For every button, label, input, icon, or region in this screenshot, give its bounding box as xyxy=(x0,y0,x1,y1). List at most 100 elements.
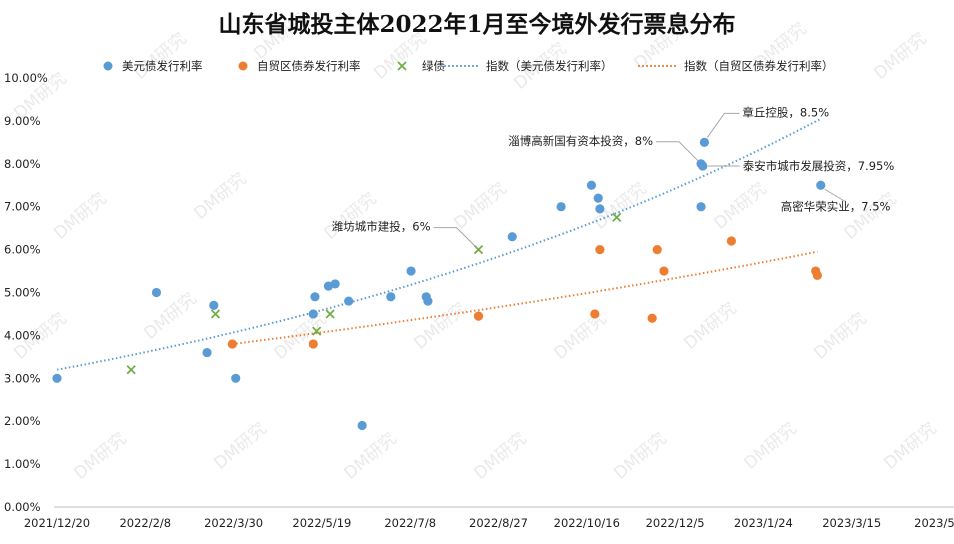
data-point-ftz-bond xyxy=(726,236,737,246)
watermark-text: DM研究 xyxy=(50,189,110,244)
data-point-green-bond xyxy=(473,244,484,255)
annotation-label: 潍坊城市建投，6% xyxy=(332,220,431,234)
data-points xyxy=(52,137,826,431)
annotation-label: 高密华荣实业，7.5% xyxy=(781,199,891,213)
data-point-usd-bond xyxy=(699,137,710,147)
data-point-usd-bond xyxy=(209,300,219,310)
data-point-ftz-bond xyxy=(308,339,318,349)
legend-marker xyxy=(397,61,407,71)
data-point-usd-bond xyxy=(202,347,212,358)
y-tick-label: 5.00% xyxy=(4,286,41,300)
data-point-usd-bond xyxy=(357,420,367,431)
x-tick-label: 2022/12/5 xyxy=(646,516,705,530)
legend-label: 指数（自贸区债券发行利率） xyxy=(684,59,834,73)
y-tick-label: 9.00% xyxy=(4,114,41,128)
watermark-text: DM研究 xyxy=(880,419,940,474)
annotation-leader xyxy=(824,188,846,202)
data-point-ftz-bond xyxy=(812,270,822,280)
watermark-text: DM研究 xyxy=(550,309,610,364)
legend-marker xyxy=(238,61,248,71)
data-point-usd-bond xyxy=(330,279,340,289)
data-point-usd-bond xyxy=(344,296,354,306)
annotation-label: 淄博高新国有资本投资，8% xyxy=(508,134,653,148)
watermark-text: DM研究 xyxy=(470,429,530,484)
watermark-text: DM研究 xyxy=(130,29,190,84)
y-tick-label: 3.00% xyxy=(4,371,41,385)
watermark-text: DM研究 xyxy=(320,189,380,244)
data-point-ftz-bond xyxy=(227,339,237,349)
data-point-usd-bond xyxy=(816,180,826,190)
data-point-usd-bond xyxy=(52,373,62,383)
watermark-text: DM研究 xyxy=(840,189,900,244)
trendline xyxy=(232,250,818,345)
data-point-usd-bond xyxy=(696,202,706,212)
y-tick-label: 4.00% xyxy=(4,328,41,342)
annotation-label: 泰安市城市发展投资，7.95% xyxy=(743,159,895,173)
data-point-usd-bond xyxy=(556,202,566,212)
data-point-usd-bond xyxy=(698,161,708,171)
data-point-green-bond xyxy=(210,309,221,319)
watermark-text: DM研究 xyxy=(870,29,930,84)
legend-marker xyxy=(103,61,113,71)
data-point-usd-bond xyxy=(406,266,416,276)
y-axis: 0.00% 1.00% 2.00% 3.00% 4.00% 5.00% 6.00% 7.00%… xyxy=(4,71,48,514)
watermark-text: DM研究 xyxy=(740,419,800,474)
data-point-usd-bond xyxy=(151,287,162,298)
y-tick-label: 1.00% xyxy=(4,457,41,471)
y-tick-label: 6.00% xyxy=(4,243,41,257)
watermark-text: DM研究 xyxy=(710,179,770,234)
data-point-ftz-bond xyxy=(659,266,669,276)
watermark-text: DM研究 xyxy=(210,419,270,474)
x-tick-label: 2022/2/8 xyxy=(119,516,171,530)
watermark-text: DM研究 xyxy=(450,179,510,234)
legend-label: 绿债 xyxy=(422,59,445,73)
data-point-ftz-bond xyxy=(652,245,662,255)
watermark-text: DM研究 xyxy=(610,429,670,484)
data-point-usd-bond xyxy=(386,292,396,302)
watermark-text: DM研究 xyxy=(70,429,130,484)
data-point-green-bond xyxy=(612,212,622,223)
x-axis: 2021/12/20 2022/2/8 2022/3/30 2022/5/19 2022… xyxy=(24,506,954,530)
y-tick-label: 7.00% xyxy=(4,200,41,214)
trendlines xyxy=(56,117,822,371)
data-point-ftz-bond xyxy=(473,311,484,321)
trendline xyxy=(56,117,822,371)
watermark-text: DM研究 xyxy=(680,299,740,354)
annotation-leader xyxy=(707,112,740,138)
x-tick-label: 2023/1/24 xyxy=(734,516,793,530)
data-point-green-bond xyxy=(325,309,335,319)
watermark-text: DM研究 xyxy=(410,299,470,354)
watermark-text: DM研究 xyxy=(140,289,200,344)
annotation-leader xyxy=(433,227,476,247)
x-tick-label: 2022/3/30 xyxy=(204,516,263,530)
data-point-usd-bond xyxy=(595,204,605,214)
watermark-text: DM研究 xyxy=(810,309,870,364)
x-tick-label: 2022/7/8 xyxy=(384,516,436,530)
data-point-usd-bond xyxy=(310,292,320,302)
x-tick-label: 2022/8/27 xyxy=(469,516,528,530)
legend-label: 指数（美元债发行利率） xyxy=(486,59,613,73)
data-point-green-bond xyxy=(126,365,136,375)
x-tick-label: 2023/3/15 xyxy=(822,516,881,530)
data-point-ftz-bond xyxy=(595,245,605,255)
y-tick-label: 2.00% xyxy=(4,414,41,428)
data-point-usd-bond xyxy=(586,180,597,190)
data-point-usd-bond xyxy=(593,193,603,203)
data-point-usd-bond xyxy=(308,309,318,319)
data-point-ftz-bond xyxy=(647,313,657,323)
watermark-text: DM研究 xyxy=(190,169,250,224)
legend: 美元债发行利率 自贸区债券发行利率 绿债 指数（美元债发行利率） 指数（自贸区债券发行利… xyxy=(103,59,834,73)
chart-title: 山东省城投主体2022年1月至今境外发行票息分布 xyxy=(218,11,735,38)
legend-label: 美元债发行利率 xyxy=(122,59,203,73)
watermark-text: DM研究 xyxy=(270,309,330,364)
legend-label: 自贸区债券发行利率 xyxy=(257,59,361,73)
data-point-usd-bond xyxy=(507,232,517,242)
annotations: 章丘控股，8.5% 淄博高新国有资本投资，8% 泰安市城市发展投资，7.95% 潍坊城… xyxy=(332,105,895,247)
x-tick-label: 2021/12/20 xyxy=(24,516,90,530)
x-tick-label: 2022/10/16 xyxy=(554,516,620,530)
y-tick-label: 10.00% xyxy=(4,71,48,85)
x-tick-label: 2022/5/19 xyxy=(292,516,351,530)
y-tick-label: 0.00% xyxy=(4,500,41,514)
watermark-text: DM研究 xyxy=(340,429,400,484)
